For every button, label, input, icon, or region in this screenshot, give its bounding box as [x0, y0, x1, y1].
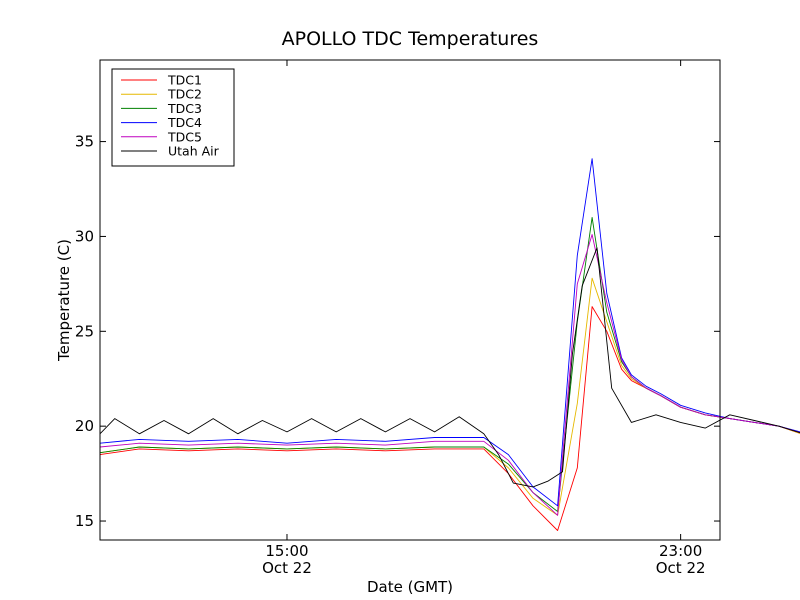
y-tick-label: 30 [75, 227, 94, 245]
series-line-tdc4 [99, 158, 800, 507]
legend-box [111, 68, 235, 167]
x-tick-label-date: Oct 22 [656, 559, 706, 577]
series-line-tdc3 [99, 217, 800, 512]
y-tick-label: 25 [75, 322, 94, 340]
y-axis: 15 20 25 30 35 [75, 133, 720, 530]
plot-area [99, 158, 800, 531]
x-tick-label-time: 23:00 [659, 542, 702, 560]
series-line-tdc5 [99, 234, 800, 516]
y-axis-label: Temperature (C) [55, 239, 73, 362]
y-tick-label: 15 [75, 512, 94, 530]
plot-frame [99, 59, 721, 541]
y-tick-label: 20 [75, 417, 94, 435]
series-line-tdc1 [99, 306, 800, 531]
chart-title: APOLLO TDC Temperatures [282, 28, 539, 50]
legend-entry-label: Utah Air [168, 144, 220, 159]
x-axis-label: Date (GMT) [367, 578, 453, 596]
legend-entry-label: TDC1 [167, 73, 202, 88]
legend-entry-label: TDC3 [167, 101, 202, 116]
legend-entry-label: TDC2 [167, 87, 202, 102]
series-line-utah-air [99, 247, 800, 488]
legend-entry-label: TDC5 [167, 129, 202, 144]
legend-entry-label: TDC4 [167, 115, 202, 130]
x-tick-label-date: Oct 22 [262, 559, 312, 577]
x-tick-label-time: 15:00 [265, 542, 308, 560]
y-tick-label: 35 [75, 133, 94, 151]
series-line-tdc2 [99, 277, 800, 516]
